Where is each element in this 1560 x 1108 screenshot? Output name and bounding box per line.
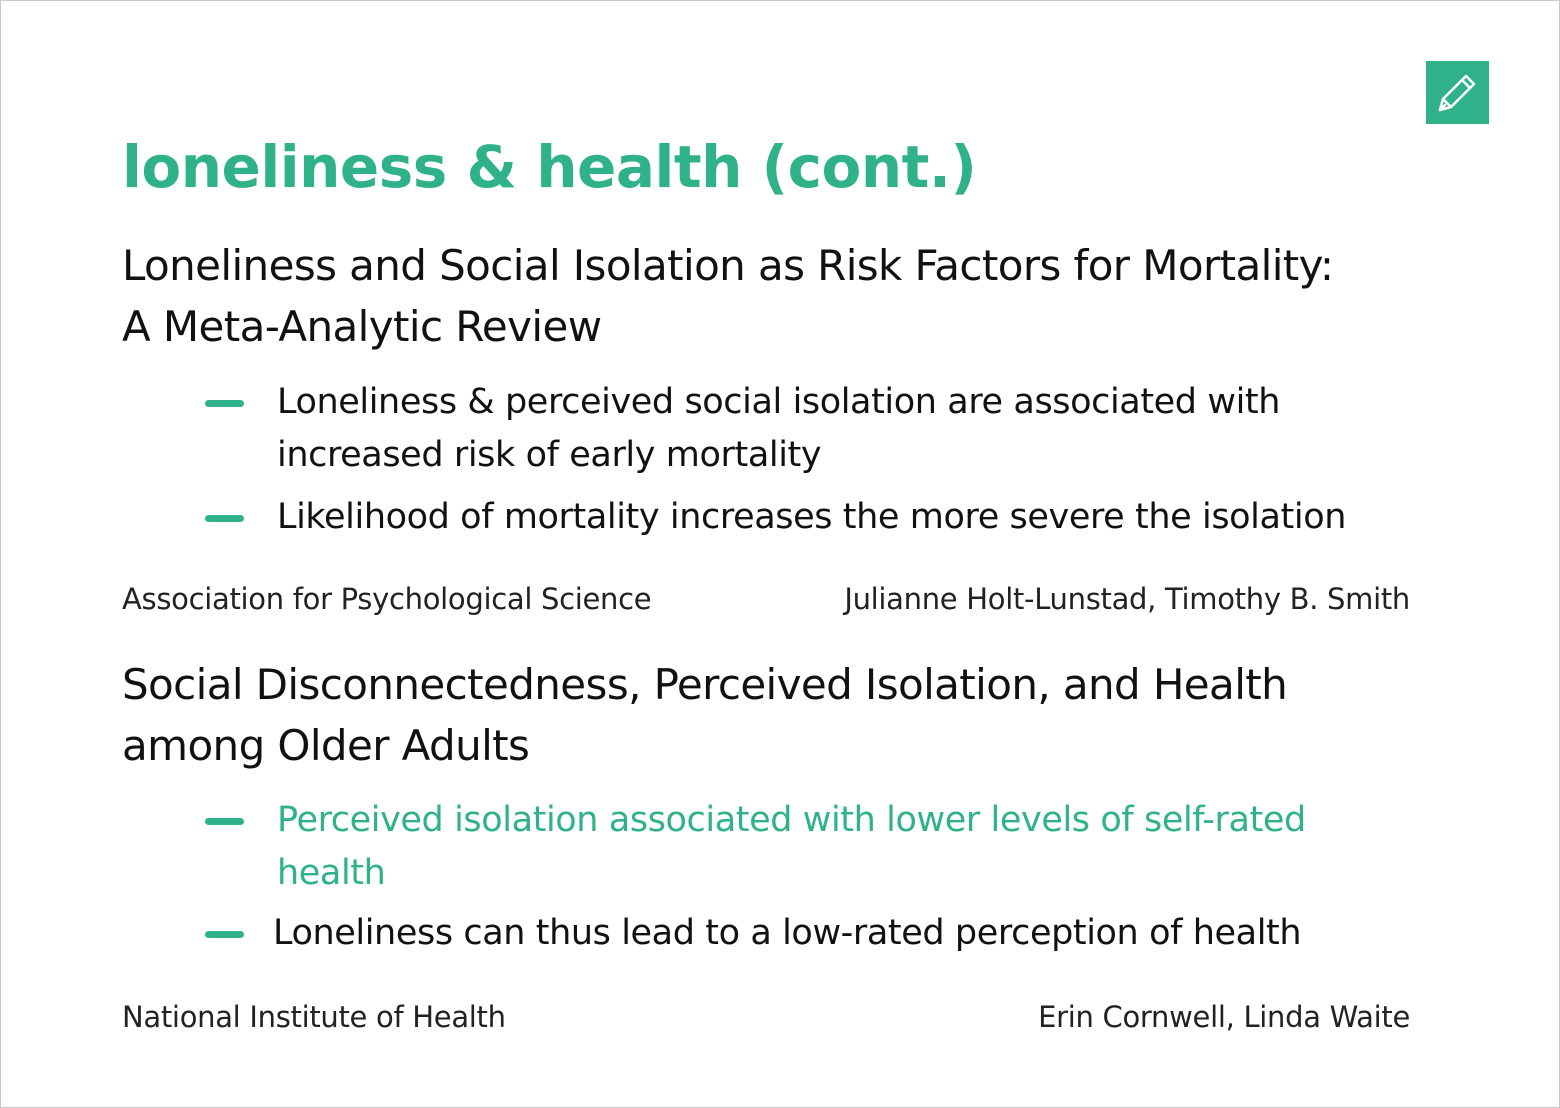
study-title-line: Loneliness and Social Isolation as Risk … (122, 241, 1334, 290)
source-label: National Institute of Health (122, 1000, 506, 1034)
bullet-text: Likelihood of mortality increases the mo… (277, 497, 1346, 537)
bullet-text: Loneliness can thus lead to a low-rated … (273, 913, 1302, 953)
bullet-text-highlighted: Perceived isolation associated with lowe… (277, 800, 1306, 893)
dash-bullet-icon (205, 400, 244, 407)
dash-bullet-icon (205, 931, 244, 938)
authors-label: Erin Cornwell, Linda Waite (1038, 1000, 1410, 1034)
page-title: loneliness & health (cont.) (122, 133, 977, 201)
study-title-line: Social Disconnectedness, Perceived Isola… (122, 660, 1288, 709)
pencil-icon (1438, 74, 1476, 112)
edit-button[interactable] (1426, 61, 1489, 124)
bullet-text: Loneliness & perceived social isolation … (277, 382, 1281, 475)
authors-label: Julianne Holt-Lunstad, Timothy B. Smith (844, 582, 1410, 616)
study-title-line: among Older Adults (122, 721, 530, 770)
study-title: Social Disconnectedness, Perceived Isola… (122, 654, 1442, 776)
dash-bullet-icon (205, 818, 244, 825)
study-title: Loneliness and Social Isolation as Risk … (122, 235, 1442, 357)
dash-bullet-icon (205, 515, 244, 522)
source-label: Association for Psychological Science (122, 582, 652, 616)
study-title-line: A Meta-Analytic Review (122, 302, 602, 351)
